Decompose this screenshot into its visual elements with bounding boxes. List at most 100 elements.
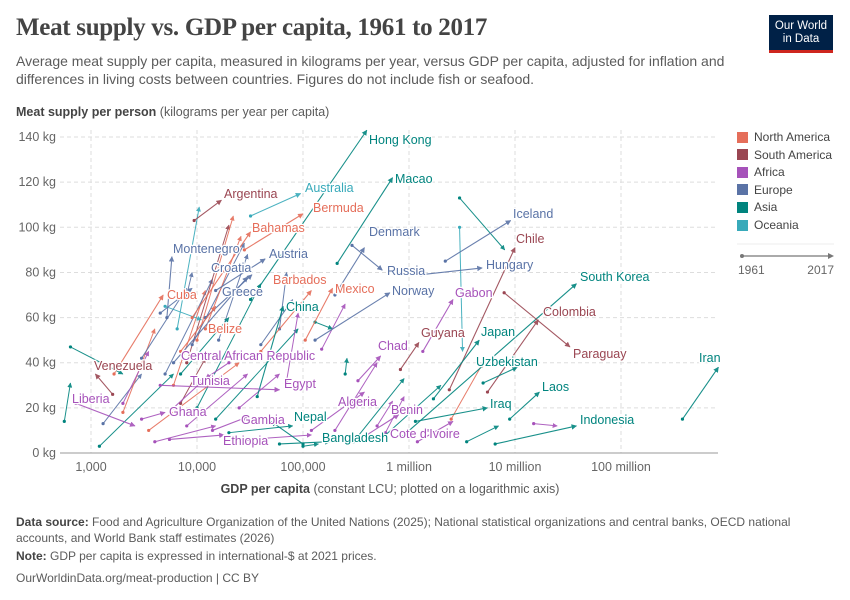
country-arrow-ghana: [141, 411, 166, 420]
legend-swatch: [737, 201, 748, 213]
country-arrow-macao: [336, 177, 394, 264]
country-arrow-start-dot: [190, 343, 194, 347]
country-arrow-start-dot: [62, 419, 66, 424]
country-arrow-iceland-start-dot: [443, 259, 447, 263]
country-label: Paraguay: [573, 347, 627, 361]
legend-item[interactable]: Africa: [737, 165, 785, 179]
country-arrow: [196, 215, 235, 341]
legend-swatch: [737, 131, 748, 143]
legend-item[interactable]: North America: [737, 130, 830, 144]
country-arrow-start-dot: [178, 372, 183, 376]
country-arrow: [164, 305, 202, 321]
country-arrow: [164, 278, 213, 375]
country-arrow-start-dot: [185, 424, 189, 428]
source-label: Data source:: [16, 515, 89, 529]
credit[interactable]: OurWorldinData.org/meat-production | CC …: [16, 571, 259, 585]
legend-item[interactable]: Asia: [737, 200, 777, 214]
country-arrow: [122, 350, 150, 404]
country-arrow: [154, 424, 217, 443]
country-arrow-uzbekistan-start-dot: [481, 381, 485, 385]
country-arrow-chad: [357, 355, 382, 382]
country-arrow-central-african-republic: [204, 362, 230, 379]
country-arrow: [278, 271, 289, 329]
y-axis-label: Meat supply per person (kilograms per ye…: [16, 105, 329, 119]
country-arrow-iraq: [415, 406, 489, 422]
country-arrow: [334, 362, 378, 431]
country-arrow-bermuda-start-dot: [242, 248, 246, 252]
timeline-arrowhead: [828, 253, 834, 259]
country-arrow: [204, 235, 242, 330]
country-label: Norway: [392, 284, 435, 298]
country-arrow-start-dot: [158, 311, 162, 315]
country-arrow-algeria-start-dot: [309, 428, 313, 433]
country-arrow-argentina-start-dot: [192, 218, 196, 223]
legend-label: South America: [754, 147, 833, 162]
country-arrow-benin-start-dot: [365, 433, 369, 437]
owid-logo[interactable]: Our World in Data: [769, 15, 833, 53]
country-arrow-start-dot: [343, 372, 347, 376]
chart-subtitle: Average meat supply per capita, measured…: [16, 53, 725, 87]
country-arrow-start-dot: [163, 372, 167, 376]
country-arrow-nepal: [270, 420, 304, 445]
country-label: Bermuda: [313, 201, 364, 215]
country-label: Liberia: [72, 392, 110, 406]
country-arrow-laos: [509, 391, 540, 420]
country-arrow-austria: [215, 258, 266, 291]
country-arrow: [459, 227, 465, 352]
y-tick-label: 20 kg: [25, 401, 56, 415]
country-arrow-algeria: [311, 391, 365, 431]
country-arrow-start-dot: [175, 327, 179, 331]
legend-item[interactable]: Europe: [737, 183, 793, 197]
x-tick-label: 100,000: [280, 460, 325, 474]
country-arrow: [260, 299, 294, 345]
country-arrow-start-dot: [121, 401, 125, 405]
data-source: Data source: Food and Agriculture Organi…: [16, 514, 826, 546]
chart-title: Meat supply vs. GDP per capita, 1961 to …: [16, 14, 488, 41]
country-arrow-australia: [250, 192, 302, 217]
country-arrow-start-dot: [97, 444, 101, 448]
country-arrow-start-dot: [195, 338, 199, 342]
country-arrow-iraq-start-dot: [413, 419, 418, 424]
country-label: Russia: [387, 264, 425, 278]
legend-item[interactable]: Oceania: [737, 218, 799, 232]
legend-item[interactable]: South America: [737, 148, 832, 162]
country-arrow-gambia: [212, 416, 249, 431]
country-arrow-bangladesh-start-dot: [277, 442, 282, 446]
country-arrow-guyana-start-dot: [398, 367, 403, 372]
country-arrow: [186, 271, 194, 296]
country-arrow-montenegro: [166, 256, 175, 318]
country-arrow-start-dot: [457, 196, 462, 200]
country-arrow-start-dot: [163, 304, 167, 308]
country-arrow: [466, 425, 500, 443]
country-arrow-start-dot: [301, 444, 305, 448]
country-arrow: [176, 206, 201, 329]
legend-swatch: [737, 149, 748, 161]
country-arrow-argentina: [193, 199, 222, 221]
country-label: South Korea: [580, 270, 650, 284]
country-arrow-uzbekistan: [482, 366, 518, 384]
country-arrow-venezuela-start-dot: [111, 392, 115, 396]
country-arrow-paraguay-start-dot: [502, 291, 506, 295]
y-tick-label: 140 kg: [18, 130, 56, 144]
country-arrow-start-dot: [375, 424, 379, 428]
country-label: Gabon: [455, 286, 493, 300]
country-arrow-barbados-start-dot: [259, 349, 263, 354]
country-label: Chile: [516, 232, 545, 246]
country-arrow-start-dot: [121, 410, 125, 414]
country-arrow-start-dot: [147, 428, 151, 433]
country-label: Uzbekistan: [476, 355, 538, 369]
country-arrow: [286, 312, 300, 381]
country-arrow-venezuela: [94, 373, 114, 395]
timeline-start-label: 1961: [738, 263, 765, 277]
country-arrow-iceland: [445, 220, 512, 262]
country-arrow-start-dot: [217, 338, 221, 342]
logo-text: Our World in Data: [774, 20, 828, 45]
country-arrow-hungary: [421, 265, 483, 276]
country-arrow: [63, 382, 73, 422]
country-arrow-chile-start-dot: [447, 388, 451, 392]
country-arrow-start-dot: [383, 433, 388, 437]
country-arrow-start-dot: [185, 361, 189, 365]
legend-label: Oceania: [754, 218, 799, 232]
country-arrow-start-dot: [333, 428, 337, 433]
